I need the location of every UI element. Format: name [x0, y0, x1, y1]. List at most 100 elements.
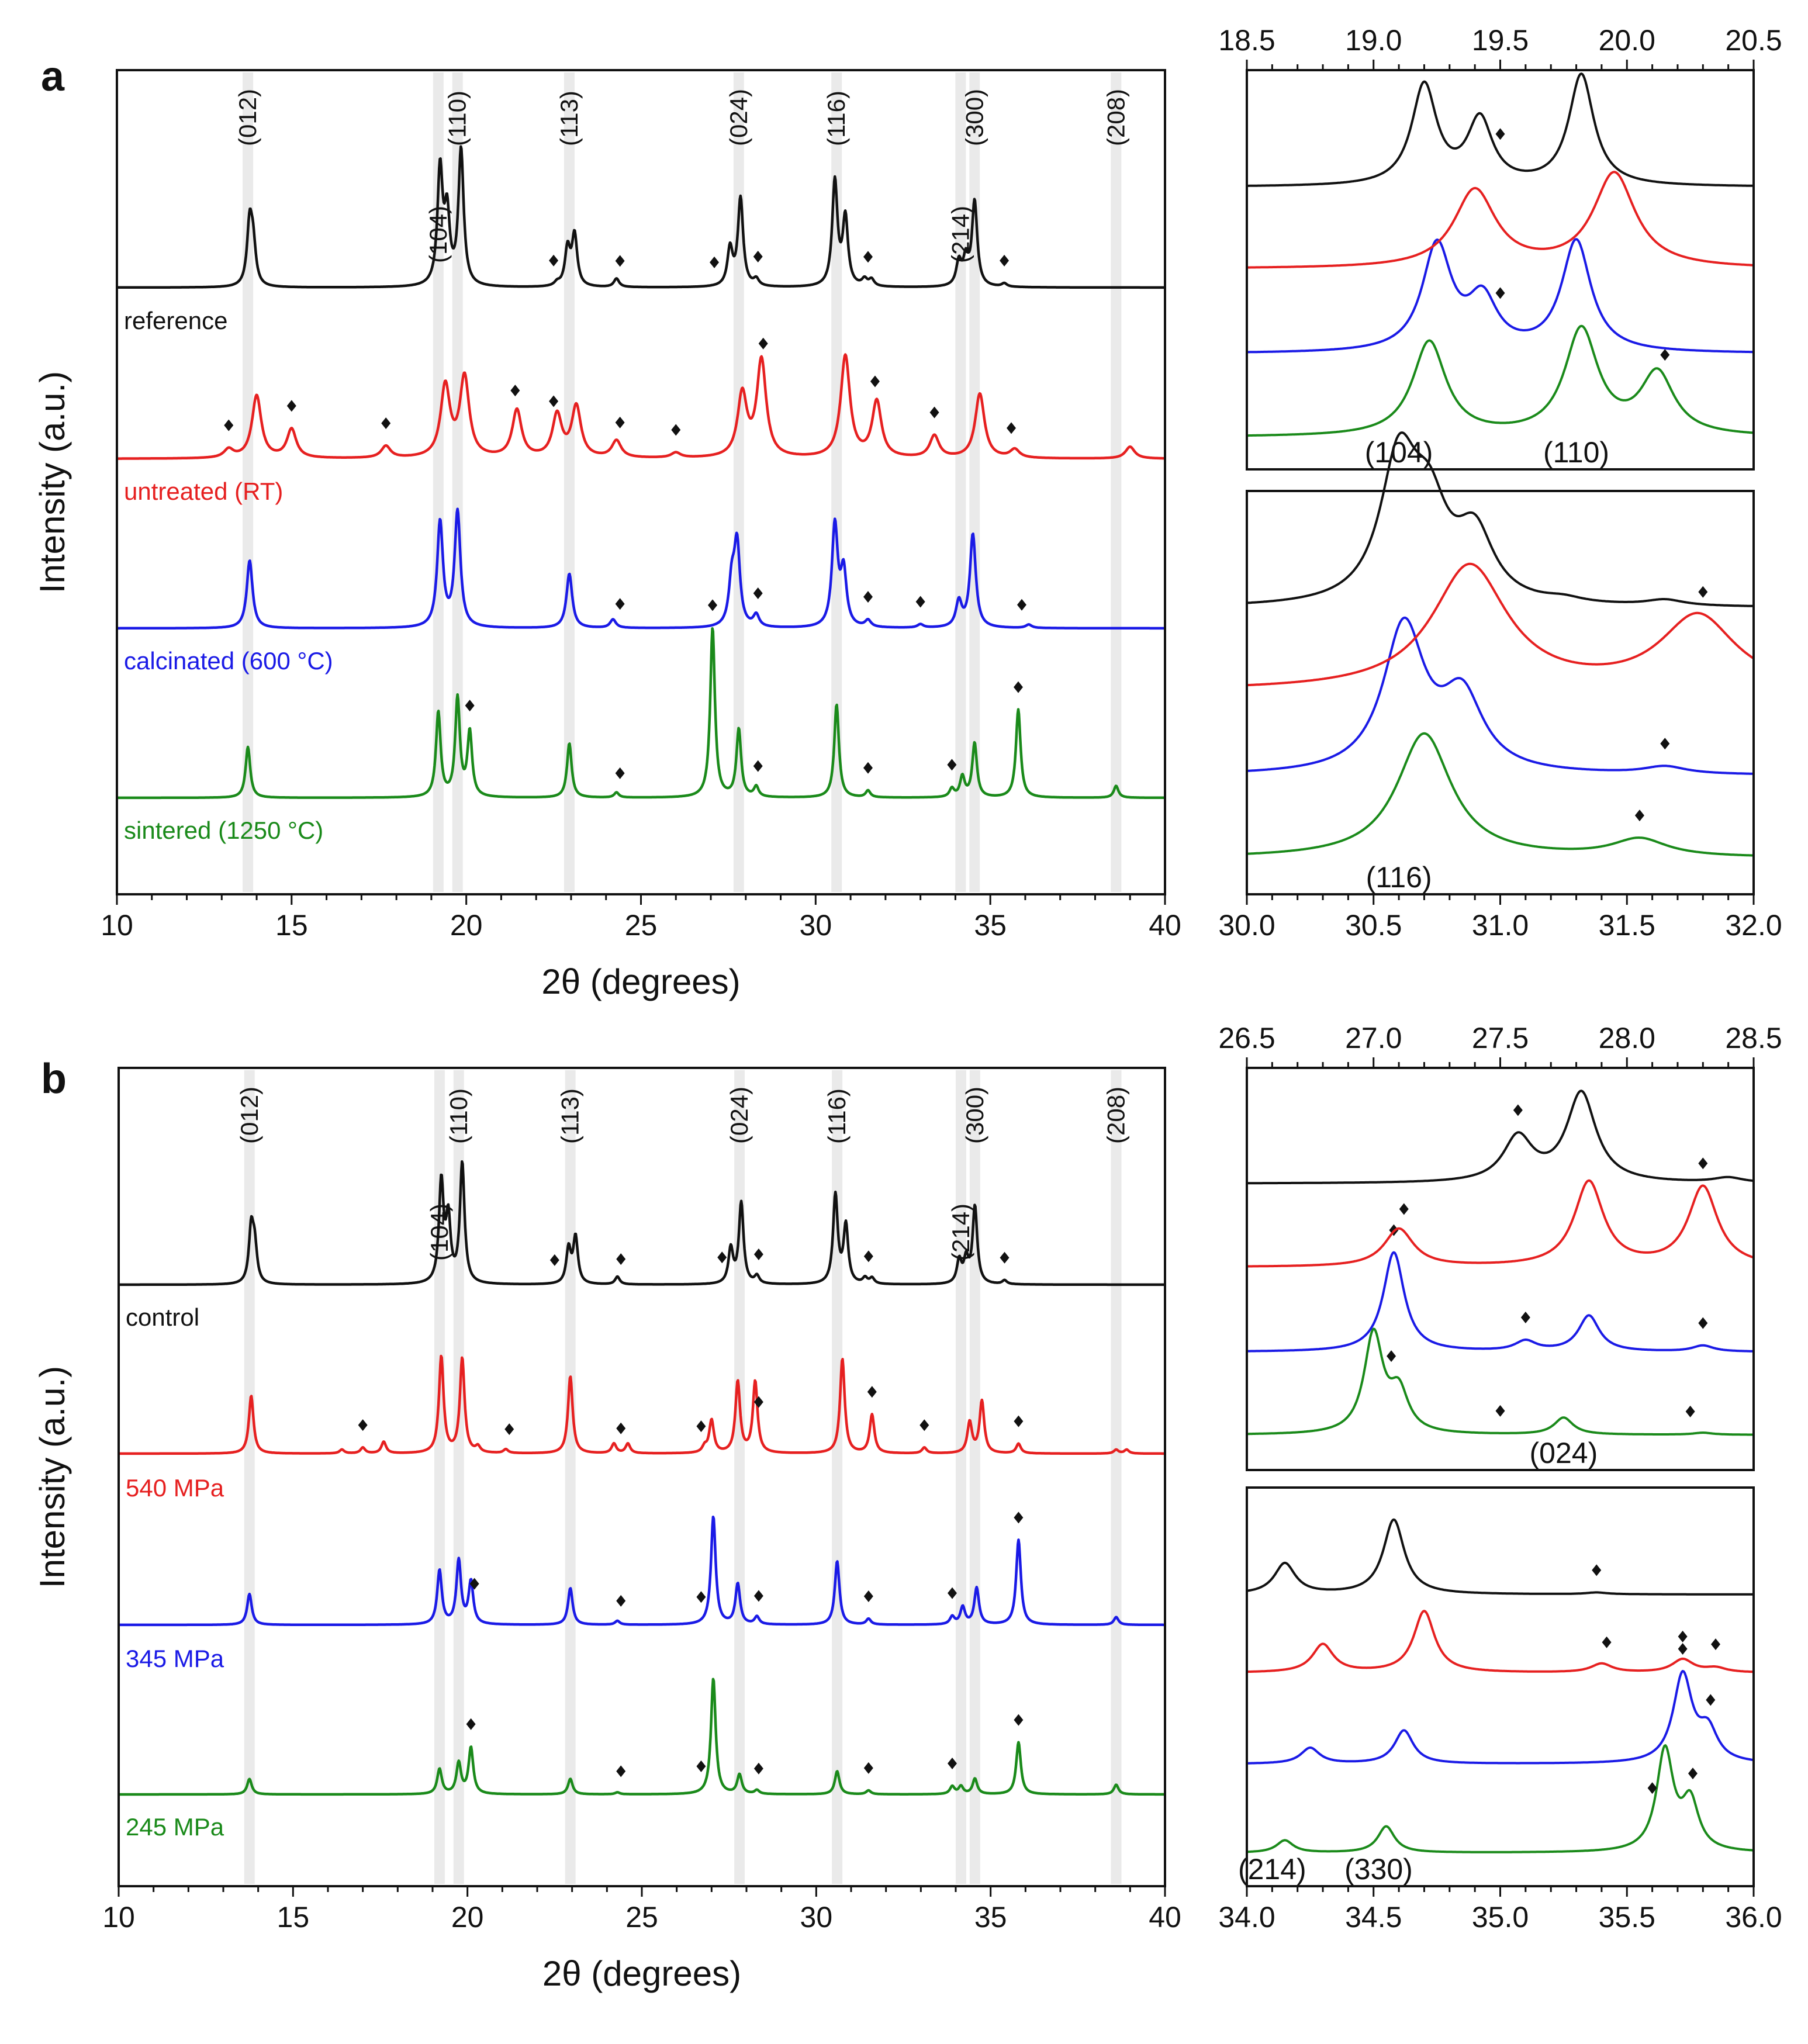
x-tick-label: 30: [800, 909, 832, 942]
reflection-band: [565, 1070, 576, 1884]
series-label: reference: [124, 307, 227, 334]
impurity-marker: [1513, 1104, 1523, 1116]
reflection-band: [1111, 1070, 1122, 1884]
impurity-marker: [615, 598, 625, 610]
series-line-blue: [116, 507, 1166, 630]
impurity-marker: [863, 251, 873, 263]
impurity-marker: [1014, 1512, 1024, 1524]
reflection-band: [434, 1070, 445, 1884]
reflection-band: [452, 72, 463, 892]
series-line-black: [1246, 1090, 1754, 1185]
series-line-green: [1246, 732, 1754, 857]
x-tick-label: 30: [800, 1901, 833, 1934]
peak-label: (214): [1238, 1853, 1306, 1886]
impurity-marker: [1013, 681, 1023, 693]
x-tick-label: 32.0: [1725, 909, 1782, 942]
impurity-marker: [1000, 254, 1010, 267]
x-tick-label: 15: [275, 909, 308, 942]
impurity-marker: [1698, 1157, 1708, 1170]
series-line-green: [117, 1678, 1166, 1796]
panel-label-b: b: [41, 1056, 67, 1102]
x-tick-label: 40: [1149, 909, 1181, 942]
x-tick-label: 25: [625, 909, 658, 942]
x-tick-label: 34.5: [1345, 1901, 1402, 1934]
x-tick-label: 27.5: [1472, 1022, 1529, 1054]
series-line-green: [116, 627, 1166, 800]
reflection-band: [244, 1070, 255, 1884]
x-tick-label: 20.5: [1725, 24, 1782, 57]
impurity-marker: [947, 759, 957, 771]
impurity-marker: [753, 760, 763, 772]
impurity-marker: [1678, 1630, 1688, 1642]
peak-label: (104): [1365, 436, 1433, 469]
impurity-marker: [469, 1578, 479, 1590]
x-tick-label: 28.5: [1725, 1022, 1782, 1054]
impurity-marker: [504, 1423, 514, 1436]
reflection-band: [433, 72, 444, 892]
x-tick-label: 19.0: [1345, 24, 1402, 57]
hkl-label: (208): [1102, 89, 1129, 146]
series-label: 245 MPa: [126, 1813, 224, 1841]
x-tick-label: 34.0: [1218, 1901, 1275, 1934]
impurity-marker: [863, 1250, 873, 1263]
impurity-marker: [1710, 1638, 1720, 1651]
impurity-marker: [224, 419, 234, 431]
chart-a-main: sintered (1250 °C) calcinated (600 °C) unt…: [33, 69, 1181, 1001]
impurity-marker: [1495, 287, 1505, 299]
hkl-label: (214): [947, 1203, 974, 1261]
series-line-blue: [1246, 238, 1754, 354]
impurity-marker: [466, 1718, 476, 1730]
impurity-marker: [549, 395, 559, 407]
x-tick-label: 40: [1149, 1901, 1181, 1934]
series-line-black: [116, 145, 1166, 289]
chart-b-inset-top: (024) 26.5 27.0 27.5 28.0 28.5: [1218, 1022, 1782, 1471]
impurity-marker: [929, 406, 939, 419]
hkl-label: (110): [445, 1088, 472, 1144]
x-tick-label: 10: [102, 1901, 135, 1934]
reflection-band: [955, 72, 966, 892]
series-line-black: [117, 1160, 1166, 1286]
hkl-label: (116): [822, 91, 850, 146]
reflection-band: [734, 1070, 745, 1884]
impurity-marker: [1698, 586, 1708, 598]
hkl-label: (300): [960, 89, 988, 146]
series-label: sintered (1250 °C): [124, 817, 323, 844]
plot-frame: [1246, 490, 1755, 895]
impurity-marker: [1399, 1203, 1409, 1215]
impurity-marker: [1387, 1350, 1396, 1362]
hkl-label: (012): [236, 1087, 263, 1144]
impurity-marker: [616, 1595, 626, 1607]
hkl-label: (024): [725, 1087, 753, 1144]
impurity-marker: [753, 1248, 763, 1261]
impurity-marker: [616, 1253, 626, 1265]
impurity-marker: [1520, 1312, 1530, 1324]
x-tick-label: 18.5: [1218, 24, 1275, 57]
impurity-marker: [1495, 1405, 1505, 1417]
hkl-label: (113): [555, 91, 583, 146]
impurity-marker: [717, 1251, 727, 1264]
series-line-red: [1246, 1179, 1754, 1268]
impurity-marker: [671, 424, 681, 436]
series-line-red: [116, 353, 1166, 460]
hkl-label: (110): [444, 91, 471, 146]
series-line-black: [1246, 72, 1754, 187]
impurity-marker: [758, 337, 768, 350]
series-label: control: [126, 1303, 199, 1331]
x-tick-label: 15: [277, 1901, 310, 1934]
x-tick-label: 31.5: [1599, 909, 1655, 942]
x-tick-label: 35: [974, 909, 1007, 942]
reflection-band: [969, 1070, 980, 1884]
impurity-marker: [1678, 1643, 1688, 1655]
series-line-black: [1246, 1518, 1754, 1596]
impurity-marker: [710, 256, 720, 268]
impurity-marker: [1592, 1564, 1602, 1576]
impurity-marker: [919, 1419, 929, 1431]
series-line-blue: [1246, 1670, 1754, 1765]
x-tick-label: 27.0: [1345, 1022, 1402, 1054]
impurity-marker: [616, 1765, 626, 1777]
y-axis-label: Intensity (a.u.): [33, 371, 72, 593]
impurity-marker: [867, 1386, 877, 1398]
hkl-label: (214): [946, 206, 974, 263]
panel-label-a: a: [41, 53, 65, 100]
x-tick-label: 20: [450, 909, 483, 942]
